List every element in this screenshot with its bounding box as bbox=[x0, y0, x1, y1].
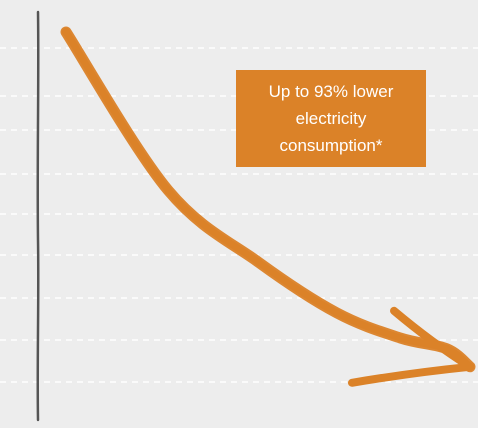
callout-line-2: electricity bbox=[295, 109, 367, 128]
arrowhead-barb bbox=[390, 306, 474, 371]
callout-line-1: Up to 93% lower bbox=[268, 82, 394, 101]
data-point bbox=[396, 334, 405, 342]
arrowhead-barb bbox=[348, 362, 474, 387]
y-axis-line bbox=[36, 10, 40, 422]
data-point bbox=[62, 28, 70, 36]
data-point bbox=[254, 258, 263, 267]
callout-line-3: consumption* bbox=[279, 136, 383, 155]
callout-box: Up to 93% lower electricity consumption* bbox=[236, 70, 426, 167]
trend-arrow bbox=[60, 26, 476, 387]
data-point bbox=[332, 308, 341, 317]
data-point bbox=[164, 186, 173, 195]
